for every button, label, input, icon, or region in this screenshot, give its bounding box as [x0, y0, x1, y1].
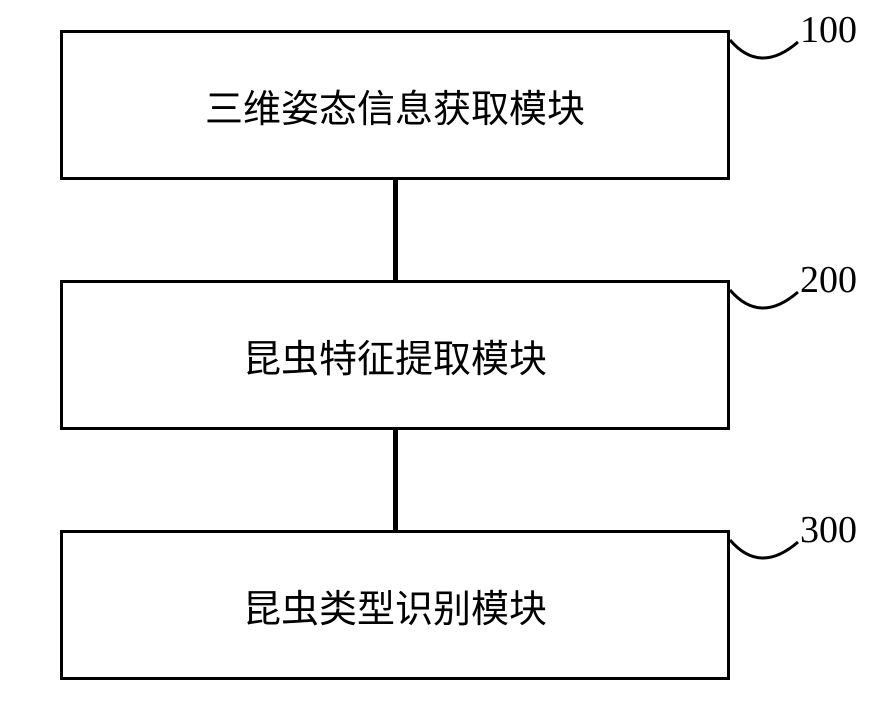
leader-curve-300 — [0, 0, 894, 720]
diagram-canvas: 三维姿态信息获取模块 昆虫特征提取模块 昆虫类型识别模块 100 200 300 — [0, 0, 894, 720]
ref-label-300: 300 — [800, 508, 857, 552]
